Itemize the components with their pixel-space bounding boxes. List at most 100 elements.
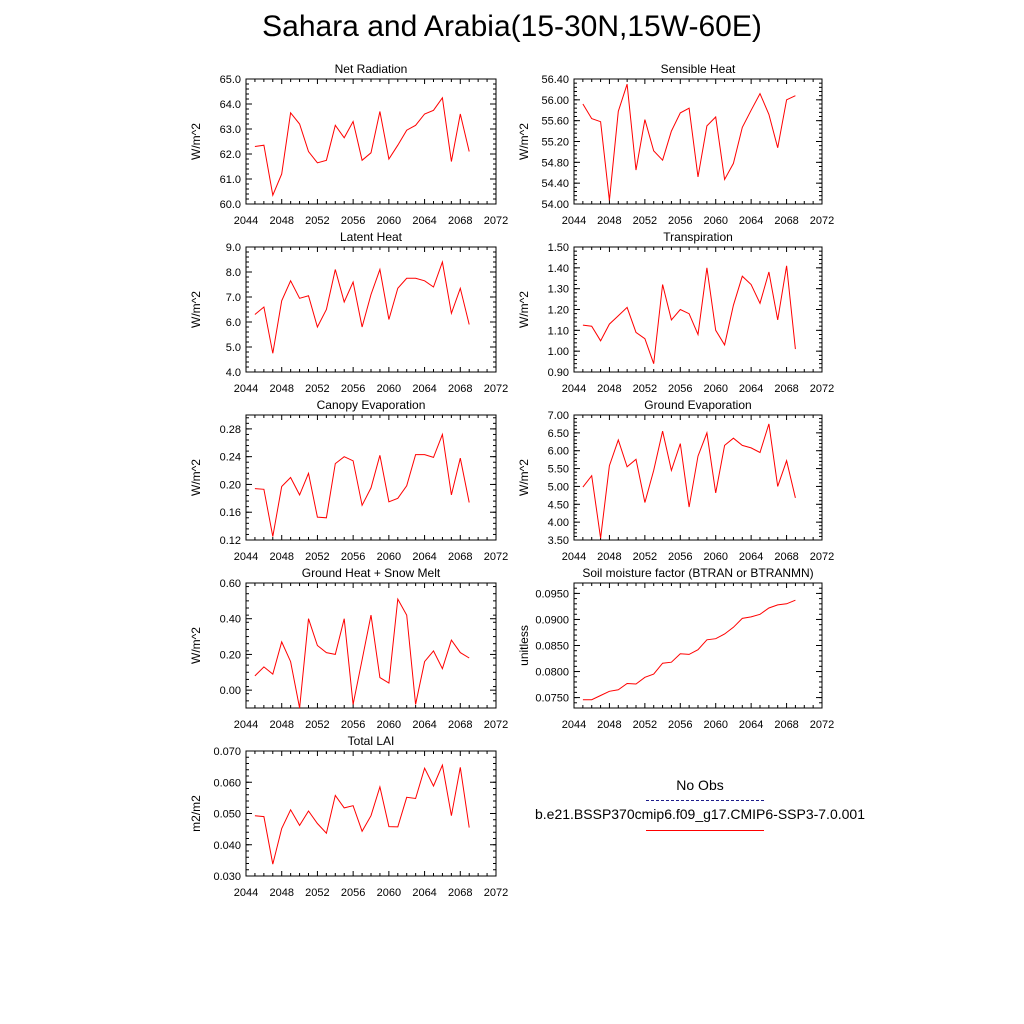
- x-tick-label: 2044: [234, 887, 258, 899]
- y-tick-label: 0.60: [220, 578, 241, 590]
- y-tick-label: 6.50: [548, 428, 569, 440]
- y-tick-label: 5.50: [548, 464, 569, 476]
- y-tick-label: 56.40: [541, 74, 569, 86]
- x-tick-label: 2048: [597, 215, 621, 227]
- y-tick-label: 64.0: [220, 99, 241, 111]
- y-tick-label: 5.00: [548, 481, 569, 493]
- series-line: [582, 599, 796, 701]
- y-tick-label: 56.00: [541, 95, 569, 107]
- x-tick-label: 2048: [269, 215, 293, 227]
- panel-title: Transpiration: [663, 230, 733, 244]
- series-line: [254, 96, 470, 197]
- y-axis-label: W/m^2: [517, 291, 531, 328]
- x-tick-label: 2072: [810, 719, 834, 731]
- chart-panel: Ground Evaporation W/m^2 2044 2048 2052 2056 2…: [517, 398, 834, 563]
- x-tick-label: 2068: [448, 383, 472, 395]
- y-tick-label: 55.20: [541, 137, 569, 149]
- x-tick-label: 2056: [668, 215, 692, 227]
- x-tick-label: 2044: [562, 551, 586, 563]
- panel-title: Total LAI: [348, 734, 395, 748]
- x-tick-label: 2052: [305, 719, 329, 731]
- y-tick-label: 9.0: [226, 242, 241, 254]
- y-axis-label: W/m^2: [189, 291, 203, 328]
- x-tick-label: 2060: [703, 551, 727, 563]
- y-tick-label: 0.030: [213, 871, 241, 883]
- chart-panel: Latent Heat W/m^2 2044 2048 2052 2056 2060 2064…: [189, 230, 508, 395]
- x-tick-label: 2056: [341, 215, 365, 227]
- x-tick-label: 2044: [234, 719, 258, 731]
- x-tick-label: 2068: [774, 215, 798, 227]
- y-tick-label: 5.0: [226, 342, 241, 354]
- y-tick-label: 0.0800: [535, 667, 569, 679]
- x-tick-label: 2072: [810, 551, 834, 563]
- x-tick-label: 2048: [269, 719, 293, 731]
- y-tick-label: 0.0900: [535, 614, 569, 626]
- x-tick-label: 2072: [484, 719, 508, 731]
- x-tick-label: 2060: [377, 215, 401, 227]
- page-title: Sahara and Arabia(15-30N,15W-60E): [262, 10, 762, 43]
- x-tick-label: 2048: [269, 551, 293, 563]
- y-tick-label: 65.0: [220, 74, 241, 86]
- x-tick-label: 2068: [448, 215, 472, 227]
- x-tick-label: 2072: [810, 215, 834, 227]
- chart-panel: Ground Heat + Snow Melt W/m^2 2044 2048 2052…: [189, 566, 508, 731]
- plot-frame: [245, 246, 497, 373]
- y-tick-label: 1.00: [548, 346, 569, 358]
- series-line: [254, 763, 470, 865]
- x-tick-label: 2068: [448, 887, 472, 899]
- x-tick-label: 2064: [412, 383, 436, 395]
- x-tick-label: 2060: [377, 719, 401, 731]
- x-tick-label: 2060: [703, 383, 727, 395]
- y-tick-label: 1.50: [548, 242, 569, 254]
- chart-panel: Canopy Evaporation W/m^2 2044 2048 2052 2056 2…: [189, 398, 508, 563]
- x-tick-label: 2048: [269, 887, 293, 899]
- y-tick-label: 4.00: [548, 517, 569, 529]
- y-tick-label: 4.50: [548, 499, 569, 511]
- legend: No Obs b.e21.BSSP370cmip6.f09_g17.CMIP6-…: [520, 775, 880, 845]
- y-tick-label: 8.0: [226, 267, 241, 279]
- y-tick-label: 0.040: [213, 840, 241, 852]
- panel-title: Net Radiation: [335, 62, 408, 76]
- x-tick-label: 2064: [739, 215, 763, 227]
- y-axis-label: W/m^2: [189, 627, 203, 664]
- y-tick-label: 4.0: [226, 367, 241, 379]
- x-tick-label: 2072: [810, 383, 834, 395]
- x-tick-label: 2068: [774, 383, 798, 395]
- y-tick-label: 63.0: [220, 124, 241, 136]
- plot-frame: [245, 414, 497, 541]
- x-tick-label: 2056: [668, 551, 692, 563]
- x-tick-label: 2052: [633, 383, 657, 395]
- chart-panel: Sensible Heat W/m^2 2044 2048 2052 2056 2060 20…: [517, 62, 834, 227]
- series-line: [254, 432, 470, 537]
- x-tick-label: 2048: [597, 551, 621, 563]
- x-tick-label: 2056: [341, 887, 365, 899]
- x-tick-label: 2064: [412, 215, 436, 227]
- y-tick-label: 0.20: [220, 649, 241, 661]
- y-tick-label: 0.0750: [535, 693, 569, 705]
- x-tick-label: 2056: [341, 719, 365, 731]
- legend-model-line: [646, 830, 764, 831]
- y-tick-label: 0.060: [213, 777, 241, 789]
- y-axis-label: W/m^2: [189, 459, 203, 496]
- x-tick-label: 2044: [562, 383, 586, 395]
- x-tick-label: 2056: [341, 551, 365, 563]
- y-tick-label: 54.80: [541, 157, 569, 169]
- y-axis-label: W/m^2: [517, 123, 531, 160]
- y-tick-label: 0.0850: [535, 641, 569, 653]
- x-tick-label: 2052: [305, 215, 329, 227]
- panel-title: Sensible Heat: [661, 62, 736, 76]
- x-tick-label: 2064: [739, 383, 763, 395]
- panel-title: Soil moisture factor (BTRAN or BTRANMN): [582, 566, 813, 580]
- y-tick-label: 0.90: [548, 367, 569, 379]
- y-tick-label: 7.00: [548, 410, 569, 422]
- x-tick-label: 2064: [412, 551, 436, 563]
- x-tick-label: 2048: [597, 719, 621, 731]
- y-tick-label: 55.60: [541, 116, 569, 128]
- series-line: [582, 265, 796, 364]
- x-tick-label: 2064: [412, 719, 436, 731]
- panel-title: Canopy Evaporation: [317, 398, 426, 412]
- legend-model-label: b.e21.BSSP370cmip6.f09_g17.CMIP6-SSP3-7.…: [535, 806, 865, 822]
- plot-frame: [245, 78, 497, 205]
- x-tick-label: 2044: [562, 215, 586, 227]
- chart-panel: Soil moisture factor (BTRAN or BTRANMN) u…: [517, 566, 834, 731]
